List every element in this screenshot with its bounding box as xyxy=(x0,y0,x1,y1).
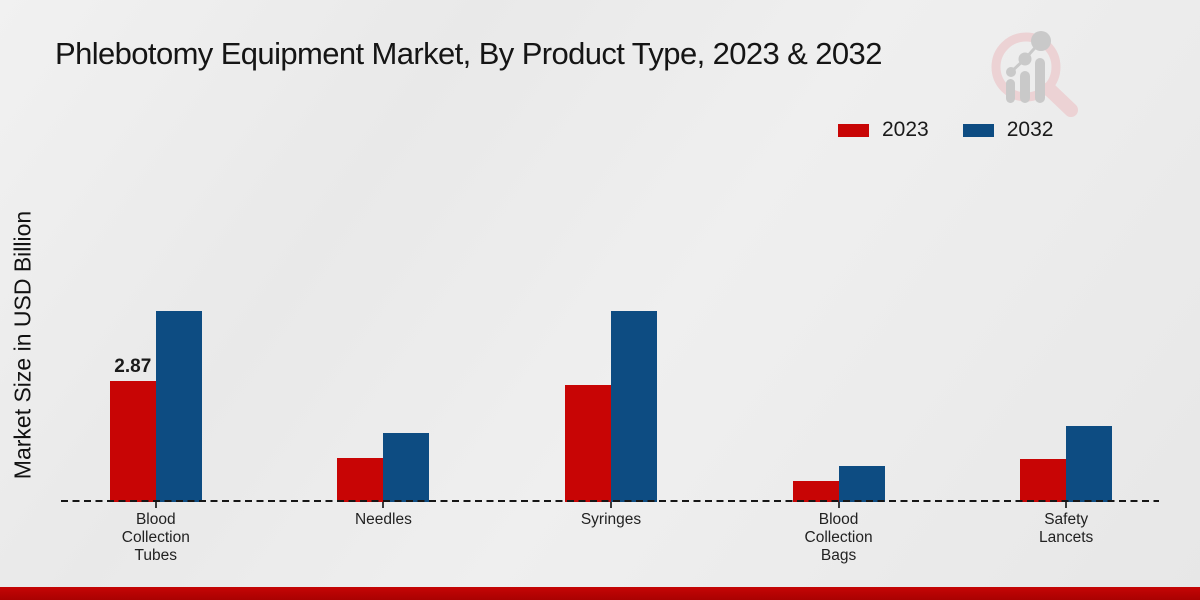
legend: 2023 2032 xyxy=(838,118,1053,142)
bar-2032-blood-collection-bags xyxy=(838,466,885,502)
legend-label: 2023 xyxy=(882,118,929,141)
legend-swatch-icon xyxy=(962,123,994,137)
magnifier-bar-chart-watermark-icon xyxy=(991,31,1078,117)
bar-group-blood-collection-bags xyxy=(725,291,953,508)
axis-tick xyxy=(837,502,840,508)
bar-group-needles xyxy=(270,291,498,508)
category-axis-labels: Blood Collection Tubes Needles Syringes Blood… xyxy=(42,511,1180,565)
axis-tick xyxy=(609,502,612,508)
bar-2023-safety-lancets xyxy=(1020,458,1067,502)
legend-label: 2032 xyxy=(1006,118,1054,141)
category-label-blood-collection-bags: Blood Collection Bags xyxy=(804,511,873,564)
bar-2023-blood-collection-tubes: 2.87 xyxy=(109,356,156,502)
bar-2032-safety-lancets xyxy=(1066,425,1113,502)
plot-area: 2.87 xyxy=(42,291,1180,508)
legend-item-2032: 2032 xyxy=(962,118,1054,142)
legend-swatch-icon xyxy=(838,123,869,137)
category-label-needles: Needles xyxy=(354,511,412,528)
bar-2023-blood-collection-bags xyxy=(792,480,839,502)
bar-2032-blood-collection-tubes xyxy=(155,311,202,502)
bar-group-syringes xyxy=(497,291,725,508)
bar-2032-needles xyxy=(383,432,430,502)
bar-value-label: 2.87 xyxy=(114,356,152,378)
chart-title: Phlebotomy Equipment Market, By Product … xyxy=(55,36,882,71)
bar-2023-syringes xyxy=(564,385,611,502)
axis-tick xyxy=(154,502,157,508)
bar-2023-needles xyxy=(337,457,384,502)
bar-group-safety-lancets xyxy=(952,291,1180,508)
axis-tick xyxy=(382,502,385,508)
category-label-blood-collection-tubes: Blood Collection Tubes xyxy=(121,511,190,564)
x-axis-dashed-baseline xyxy=(61,500,1159,502)
axis-tick xyxy=(1065,502,1068,508)
bar-group-blood-collection-tubes: 2.87 xyxy=(42,291,270,508)
y-axis-label: Market Size in USD Billion xyxy=(9,210,36,480)
bottom-accent-strip xyxy=(0,587,1200,600)
bar-2032-syringes xyxy=(610,311,657,502)
category-label-safety-lancets: Safety Lancets xyxy=(1039,511,1094,546)
legend-item-2023: 2023 xyxy=(838,118,929,142)
category-label-syringes: Syringes xyxy=(580,511,642,528)
